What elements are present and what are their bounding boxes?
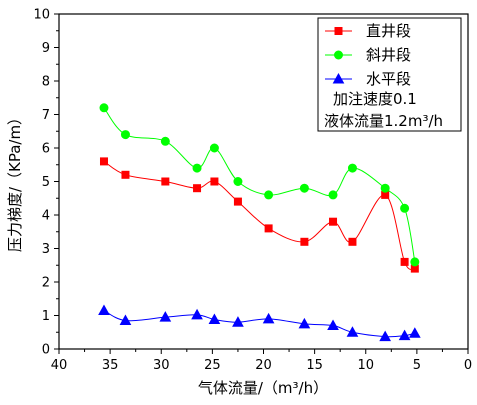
data-point — [210, 177, 219, 186]
data-point — [264, 224, 273, 233]
data-point — [193, 184, 202, 193]
data-point — [120, 130, 130, 140]
series-1 — [99, 103, 420, 267]
y-tick-label: 5 — [42, 175, 50, 190]
y-tick-label: 7 — [42, 108, 50, 123]
y-tick-label: 10 — [33, 8, 50, 23]
data-point — [327, 319, 339, 331]
data-point — [119, 314, 132, 326]
data-point — [99, 103, 109, 113]
data-point — [347, 163, 357, 173]
series-line — [103, 160, 416, 270]
series-2 — [98, 304, 421, 342]
data-point — [191, 308, 203, 320]
data-point — [400, 257, 409, 266]
y-tick-label: 8 — [42, 75, 50, 90]
x-axis-title: 气体流量/（m³/h） — [198, 379, 328, 397]
legend-marker — [334, 50, 343, 60]
data-point — [233, 197, 242, 206]
series-line — [103, 310, 415, 338]
x-tick-label: 15 — [306, 358, 323, 373]
data-point — [99, 157, 108, 166]
data-point — [328, 190, 338, 200]
data-point — [398, 329, 411, 341]
axis-layer: 40 35 30 25 20 15 10 5 0 0 1 2 3 4 5 6 7 8 9 10 — [33, 8, 472, 374]
y-tick-label: 2 — [42, 276, 50, 291]
data-point — [329, 217, 338, 226]
data-point — [300, 237, 309, 246]
legend-marker — [334, 27, 343, 35]
annotation-liquid-flow: 液体流量1.2m³/h — [324, 112, 443, 130]
data-point — [192, 163, 202, 173]
data-point — [208, 313, 221, 325]
y-tick-label: 6 — [42, 142, 50, 157]
annotation-inject-rate: 加注速度0.1 — [333, 90, 417, 108]
x-tick-label: 0 — [464, 358, 472, 373]
data-point — [159, 311, 172, 322]
data-point — [233, 177, 243, 186]
x-tick-label: 20 — [255, 358, 272, 373]
legend-marker — [332, 72, 345, 84]
data-point — [379, 330, 392, 342]
legend-box — [317, 17, 462, 132]
data-point — [160, 136, 170, 146]
y-tick-label: 4 — [42, 209, 50, 224]
data-point — [408, 327, 421, 338]
y-tick-label: 1 — [42, 309, 50, 324]
data-point — [348, 237, 357, 246]
legend-label: 斜井段 — [366, 46, 411, 64]
data-point — [209, 143, 219, 153]
data-point — [346, 326, 359, 337]
data-point — [264, 190, 274, 200]
data-point — [380, 183, 390, 193]
y-tick-label: 9 — [42, 41, 50, 56]
x-tick-label: 40 — [51, 358, 68, 373]
data-point — [121, 170, 130, 179]
data-point — [298, 317, 311, 329]
x-tick-label: 5 — [413, 358, 421, 373]
legend-label: 直井段 — [366, 22, 411, 40]
series-0 — [99, 157, 419, 273]
data-point — [410, 257, 420, 267]
data-point — [400, 203, 410, 213]
y-tick-label: 0 — [42, 343, 50, 358]
x-tick-label: 35 — [102, 358, 119, 373]
data-point — [161, 177, 170, 186]
series-layer — [98, 103, 421, 342]
y-tick-label: 3 — [42, 242, 50, 257]
x-tick-label: 30 — [153, 358, 170, 373]
x-tick-label: 25 — [204, 358, 221, 373]
legend-label: 水平段 — [366, 70, 411, 88]
x-tick-label: 10 — [357, 358, 374, 373]
data-point — [232, 316, 244, 327]
data-point — [299, 183, 309, 193]
data-point — [98, 304, 110, 315]
data-point — [262, 312, 275, 324]
y-axis-title: 压力梯度/（KPa/m） — [6, 110, 24, 252]
